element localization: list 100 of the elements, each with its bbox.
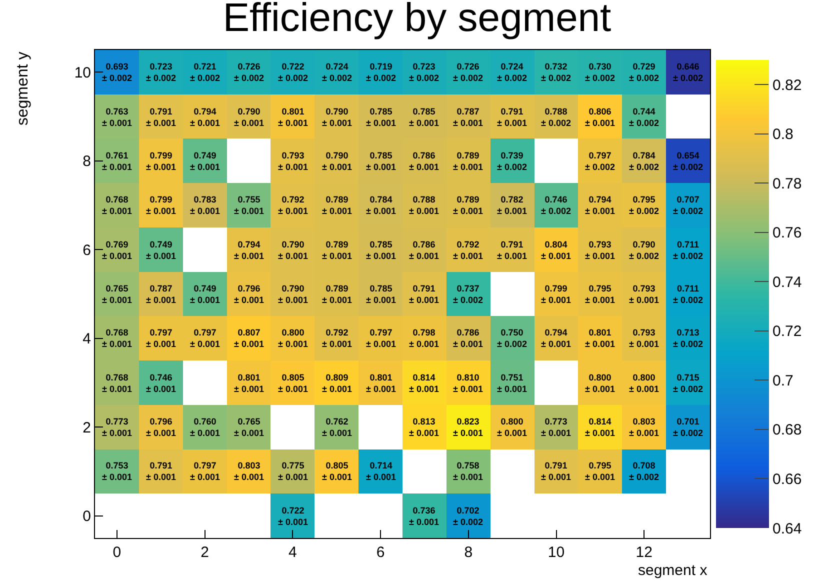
data-label: 0.708 ± 0.002 [629,460,659,482]
y-tick-label: 2 [82,419,91,436]
x-tick-label: 8 [464,544,473,561]
data-label: 0.723 ± 0.002 [146,61,176,83]
data-label: 0.769 ± 0.001 [102,239,132,261]
data-label: 0.753 ± 0.001 [102,460,132,482]
color-bar-label: 0.68 [772,422,802,439]
data-label: 0.730 ± 0.002 [585,61,615,83]
data-label: 0.715 ± 0.002 [673,372,703,394]
x-tick-label: 6 [376,544,385,561]
data-label: 0.797 ± 0.002 [585,150,615,172]
data-label: 0.801 ± 0.001 [585,327,615,349]
data-label: 0.795 ± 0.001 [585,283,615,305]
x-tick-label: 2 [200,544,209,561]
data-label: 0.791 ± 0.001 [146,460,176,482]
y-tick-label: 10 [74,64,91,82]
data-label: 0.794 ± 0.001 [234,239,264,261]
data-label: 0.798 ± 0.001 [409,327,439,349]
data-label: 0.785 ± 0.001 [366,283,396,305]
data-label: 0.722 ± 0.002 [278,61,308,83]
data-label: 0.768 ± 0.001 [102,194,132,216]
data-label: 0.785 ± 0.001 [366,150,396,172]
data-label: 0.791 ± 0.001 [497,106,527,128]
data-label: 0.789 ± 0.001 [322,283,352,305]
color-bar-label: 0.74 [772,274,802,291]
data-label: 0.789 ± 0.001 [322,194,352,216]
data-label: 0.789 ± 0.001 [453,150,483,172]
data-label: 0.707 ± 0.002 [673,194,703,216]
data-label: 0.693 ± 0.002 [102,61,132,83]
data-label: 0.787 ± 0.001 [146,283,176,305]
data-label: 0.746 ± 0.002 [541,194,571,216]
data-label: 0.792 ± 0.001 [453,239,483,261]
data-label: 0.719 ± 0.002 [366,61,396,83]
x-axis-title: segment x [638,562,708,579]
color-bar-label: 0.8 [772,126,794,144]
data-label: 0.721 ± 0.002 [190,61,220,83]
data-label: 0.761 ± 0.001 [102,150,132,172]
data-label: 0.782 ± 0.001 [497,194,527,216]
y-tick-label: 4 [82,330,91,348]
data-label: 0.791 ± 0.001 [409,283,439,305]
data-label: 0.799 ± 0.001 [541,283,571,305]
data-label: 0.784 ± 0.002 [629,150,659,172]
data-label: 0.786 ± 0.001 [409,150,439,172]
data-label: 0.806 ± 0.001 [585,106,615,128]
data-label: 0.726 ± 0.002 [234,61,264,83]
data-label: 0.785 ± 0.001 [366,239,396,261]
data-label: 0.732 ± 0.002 [541,61,571,83]
data-label: 0.823 ± 0.001 [453,416,483,438]
data-label: 0.722 ± 0.001 [278,505,308,527]
data-label: 0.792 ± 0.001 [278,194,308,216]
data-label: 0.768 ± 0.001 [102,372,132,394]
data-label: 0.790 ± 0.001 [234,106,264,128]
data-label: 0.765 ± 0.001 [102,283,132,305]
data-label: 0.749 ± 0.001 [190,150,220,172]
data-label: 0.800 ± 0.001 [497,416,527,438]
data-label: 0.762 ± 0.001 [322,416,352,438]
color-bar-label: 0.78 [772,175,802,192]
data-label: 0.788 ± 0.002 [541,106,571,128]
data-label: 0.786 ± 0.001 [453,327,483,349]
data-label: 0.724 ± 0.002 [322,61,352,83]
data-label: 0.785 ± 0.001 [409,106,439,128]
data-label: 0.803 ± 0.001 [234,460,264,482]
data-label: 0.750 ± 0.002 [497,327,527,349]
data-label: 0.714 ± 0.001 [366,460,396,482]
y-tick-label: 8 [82,153,91,170]
color-bar-label: 0.7 [772,372,794,390]
data-label: 0.789 ± 0.001 [322,239,352,261]
data-label: 0.768 ± 0.001 [102,327,132,349]
color-bar-label: 0.72 [772,323,802,340]
data-label: 0.799 ± 0.001 [146,150,176,172]
data-label: 0.800 ± 0.001 [585,372,615,394]
data-label: 0.796 ± 0.001 [234,283,264,305]
data-label: 0.763 ± 0.001 [102,106,132,128]
data-label: 0.790 ± 0.001 [278,239,308,261]
data-label: 0.793 ± 0.001 [629,283,659,305]
data-label: 0.807 ± 0.001 [234,327,264,349]
data-label: 0.803 ± 0.001 [629,416,659,438]
data-label: 0.814 ± 0.001 [585,416,615,438]
data-label: 0.775 ± 0.001 [278,460,308,482]
data-label: 0.787 ± 0.001 [453,106,483,128]
data-label: 0.801 ± 0.001 [234,372,264,394]
x-tick-label: 12 [636,544,652,561]
data-label: 0.701 ± 0.002 [673,416,703,438]
x-tick-label: 10 [548,544,565,561]
data-label: 0.785 ± 0.001 [366,106,396,128]
data-label: 0.788 ± 0.001 [409,194,439,216]
data-label: 0.744 ± 0.002 [629,106,659,128]
data-label: 0.794 ± 0.001 [541,327,571,349]
data-label: 0.758 ± 0.001 [453,460,483,482]
color-bar-label: 0.82 [772,76,802,94]
data-label: 0.790 ± 0.001 [278,283,308,305]
data-label: 0.794 ± 0.001 [585,194,615,216]
data-label: 0.790 ± 0.001 [322,150,352,172]
data-label: 0.729 ± 0.002 [629,61,659,83]
data-label: 0.793 ± 0.001 [629,327,659,349]
data-label: 0.804 ± 0.001 [541,239,571,261]
data-label: 0.739 ± 0.002 [497,150,527,172]
data-label: 0.773 ± 0.001 [541,416,571,438]
data-label: 0.773 ± 0.001 [102,416,132,438]
data-label: 0.711 ± 0.002 [673,239,703,261]
